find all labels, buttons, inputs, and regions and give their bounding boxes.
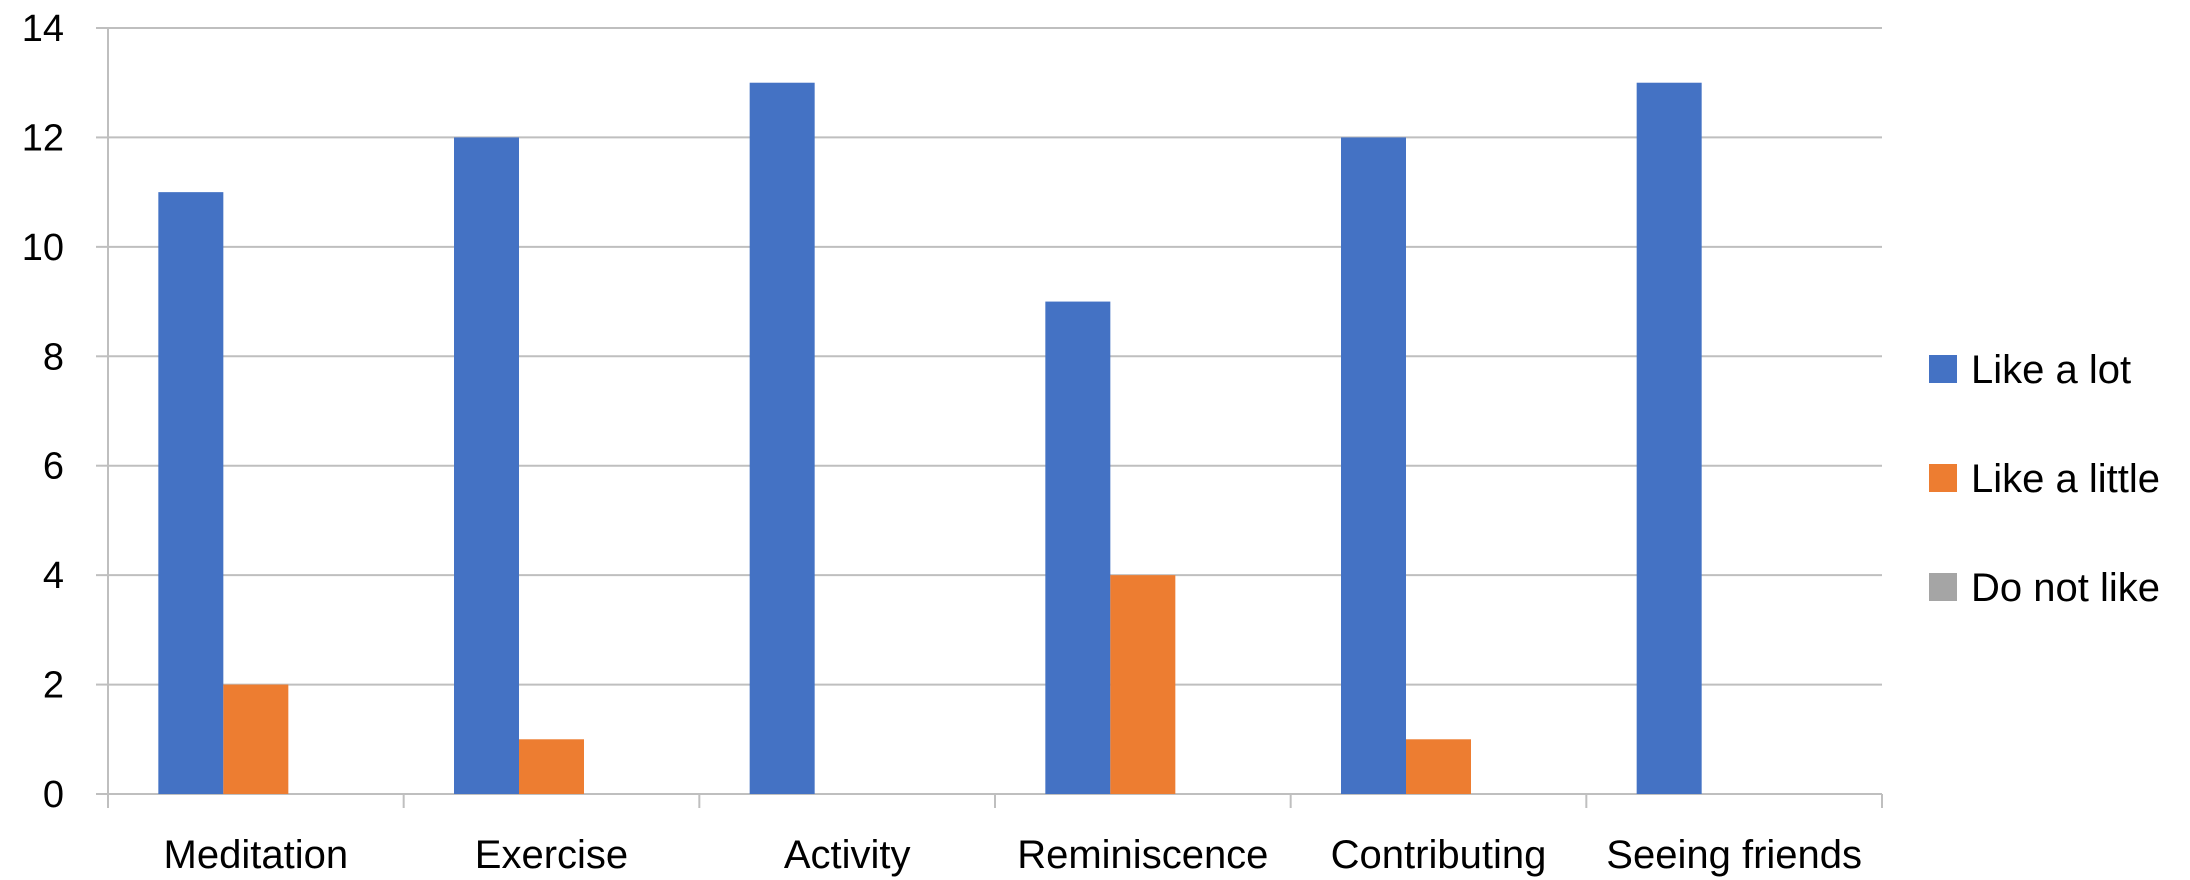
x-category-label: Activity [784,833,911,877]
y-tick-label: 12 [22,117,64,159]
bars [158,82,1702,795]
bar-like-a-lot [158,192,224,795]
axes [96,27,1883,808]
bar-like-a-lot [749,82,815,794]
bar-like-a-lot [1045,301,1111,794]
x-category-label: Exercise [475,833,628,877]
legend-label: Do not like [1971,566,2160,610]
legend-swatch [1929,464,1957,492]
y-axis-tick-labels: 0 2 4 6 8 10 12 14 [22,8,64,816]
y-tick-label: 0 [43,774,64,816]
x-category-label: Reminiscence [1017,833,1268,877]
y-tick-label: 14 [22,8,64,50]
y-tick-label: 8 [43,336,64,378]
bar-like-a-little [1406,739,1471,794]
legend-swatch [1929,355,1957,383]
y-tick-label: 2 [43,665,64,707]
legend: Like a lot Like a little Do not like [1929,348,2160,610]
x-axis-category-labels: Meditation Exercise Activity Reminiscence Co… [164,833,1862,877]
bar-like-a-little [1110,575,1176,794]
y-tick-label: 6 [43,446,64,488]
bar-like-a-lot [1636,82,1702,794]
legend-label: Like a lot [1971,348,2131,392]
x-category-label: Contributing [1331,833,1547,877]
bar-like-a-lot [1341,137,1406,794]
gridlines [108,27,1882,686]
bar-like-a-little [223,684,289,794]
x-category-label: Meditation [164,833,349,877]
bar-like-a-little [519,739,584,794]
bar-like-a-lot [454,137,519,794]
legend-swatch [1929,573,1957,601]
y-tick-label: 10 [22,227,64,269]
y-tick-label: 4 [43,555,64,597]
x-category-label: Seeing friends [1606,833,1862,877]
legend-label: Like a little [1971,457,2160,501]
